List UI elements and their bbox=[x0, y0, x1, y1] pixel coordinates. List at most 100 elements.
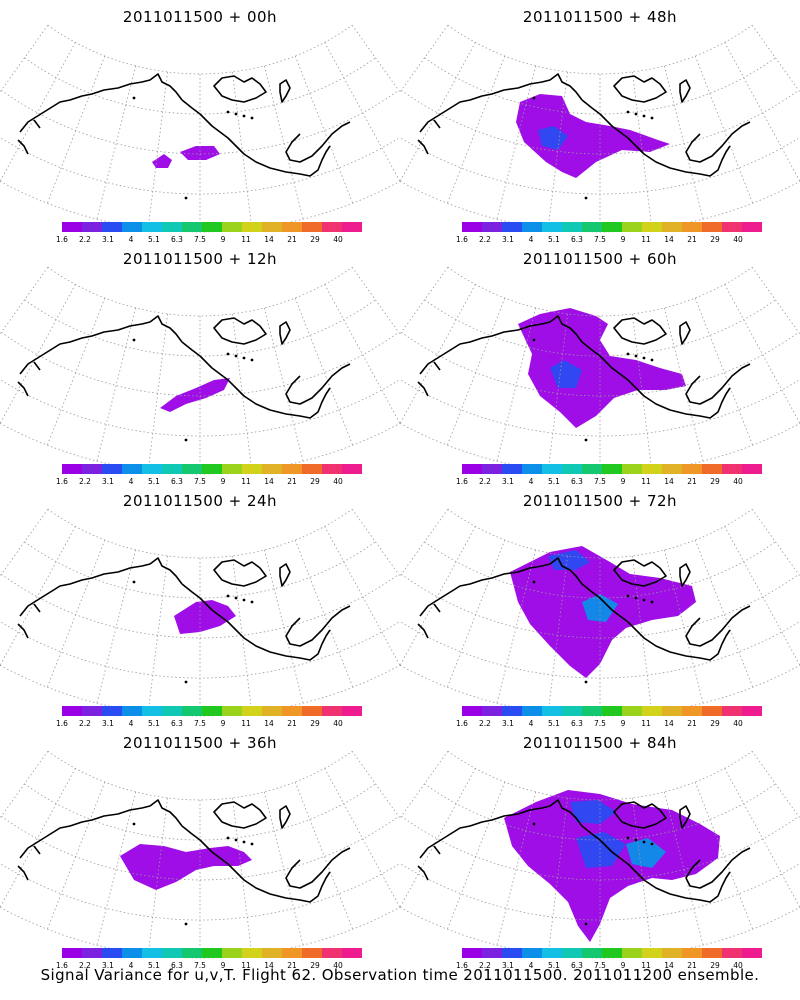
colorbar-swatch bbox=[142, 948, 162, 958]
colorbar bbox=[62, 948, 362, 958]
colorbar-tick-label: 11 bbox=[641, 235, 651, 244]
variance-contour-fill bbox=[516, 94, 670, 178]
island-dot bbox=[250, 842, 254, 846]
coastline-hudson-bay bbox=[285, 363, 351, 405]
coastline bbox=[417, 73, 751, 177]
colorbar-swatch bbox=[302, 706, 322, 716]
colorbar-swatch bbox=[622, 948, 642, 958]
colorbar-tick-label: 4 bbox=[528, 719, 534, 728]
island-dot bbox=[132, 338, 136, 342]
colorbar-tick-label: 40 bbox=[733, 235, 743, 244]
colorbar-swatch bbox=[162, 706, 182, 716]
colorbar bbox=[462, 464, 762, 474]
colorbar-swatch bbox=[242, 464, 262, 474]
island-dot bbox=[634, 354, 638, 358]
colorbar-tick-label: 3.1 bbox=[502, 235, 514, 244]
colorbar-tick-label: 11 bbox=[641, 719, 651, 728]
colorbar-swatch bbox=[102, 222, 122, 232]
colorbar-tick-label: 21 bbox=[687, 477, 697, 486]
colorbar-swatch bbox=[502, 222, 522, 232]
colorbar-swatch bbox=[662, 706, 682, 716]
colorbar-labels: 1.6 2.2 3.1 4 5.1 6.3 7.5 9 11 14 21 29 40 bbox=[56, 961, 362, 971]
coastline-arctic-islands bbox=[213, 559, 267, 587]
colorbar-swatch bbox=[282, 222, 302, 232]
colorbar bbox=[62, 464, 362, 474]
colorbar-swatch bbox=[582, 706, 602, 716]
colorbar-swatch bbox=[562, 948, 582, 958]
coastline-north-america bbox=[581, 99, 731, 177]
colorbar-swatch bbox=[202, 464, 222, 474]
colorbar-tick-label: 2.2 bbox=[79, 477, 91, 486]
colorbar-swatch bbox=[562, 222, 582, 232]
colorbar-tick-label: 21 bbox=[687, 719, 697, 728]
longitude-line bbox=[751, 266, 800, 335]
colorbar-swatch bbox=[182, 464, 202, 474]
map-panel-24h: 2011011500 + 24h 1.6 2.2 3.1 4 5.1 6.3 7.5 9 11 1… bbox=[0, 484, 400, 734]
colorbar-swatch bbox=[542, 948, 562, 958]
coastline-arctic-islands bbox=[213, 317, 267, 345]
colorbar-tick-label: 29 bbox=[310, 477, 320, 486]
colorbar-tick-label: 40 bbox=[333, 719, 343, 728]
map bbox=[0, 750, 400, 959]
coastline-arctic-islands bbox=[613, 75, 667, 103]
latitude-line bbox=[424, 57, 776, 115]
colorbar-tick-label: 29 bbox=[710, 235, 720, 244]
colorbar-swatch bbox=[282, 948, 302, 958]
island-dot bbox=[250, 358, 254, 362]
colorbar-tick-label: 7.5 bbox=[194, 235, 206, 244]
colorbar-tick-label: 40 bbox=[333, 477, 343, 486]
coastline-asia bbox=[19, 557, 183, 617]
colorbar-tick-label: 4 bbox=[528, 961, 534, 970]
longitude-line bbox=[400, 750, 449, 819]
figure-caption: Signal Variance for u,v,T. Flight 62. Ob… bbox=[40, 966, 760, 984]
colorbar-tick-label: 40 bbox=[733, 719, 743, 728]
variance-contour-fill bbox=[180, 146, 220, 160]
colorbar-tick-label: 21 bbox=[287, 961, 297, 970]
colorbar-swatch bbox=[162, 222, 182, 232]
coastline-hudson-bay bbox=[685, 847, 751, 889]
colorbar-tick-label: 14 bbox=[664, 235, 674, 244]
colorbar-tick-label: 6.3 bbox=[171, 235, 183, 244]
latitude-line bbox=[1, 815, 399, 881]
colorbar-tick-label: 6.3 bbox=[171, 719, 183, 728]
colorbar-swatch bbox=[602, 464, 622, 474]
colorbar-swatch bbox=[282, 464, 302, 474]
colorbar-tick-label: 4 bbox=[128, 477, 134, 486]
colorbar-swatch bbox=[582, 948, 602, 958]
colorbar-swatch bbox=[142, 464, 162, 474]
latitude-line bbox=[401, 89, 799, 155]
panel-title: 2011011500 + 00h bbox=[122, 8, 278, 26]
map-panel-00h: 2011011500 + 00h 1.6 2.2 3.1 4 5.1 6.3 7.5 9 11 1… bbox=[0, 0, 400, 250]
colorbar-swatch bbox=[202, 706, 222, 716]
colorbar bbox=[62, 222, 362, 232]
island-dot bbox=[226, 352, 230, 356]
variance-contour-fill bbox=[626, 838, 666, 868]
colorbar-tick-label: 9 bbox=[620, 235, 626, 244]
colorbar-tick-label: 1.6 bbox=[456, 235, 468, 244]
island-dot bbox=[184, 922, 188, 926]
latitude-line bbox=[24, 783, 376, 841]
colorbar-swatch bbox=[122, 706, 142, 716]
colorbar-tick-label: 11 bbox=[641, 477, 651, 486]
colorbar-swatch bbox=[262, 706, 282, 716]
colorbar-swatch bbox=[462, 706, 482, 716]
colorbar-tick-label: 3.1 bbox=[502, 961, 514, 970]
longitude-line bbox=[351, 24, 400, 93]
colorbar-tick-label: 3.1 bbox=[102, 961, 114, 970]
colorbar-swatch bbox=[502, 464, 522, 474]
colorbar-tick-label: 3.1 bbox=[102, 477, 114, 486]
colorbar-tick-label: 11 bbox=[241, 477, 251, 486]
colorbar-swatch bbox=[82, 706, 102, 716]
colorbar-swatch bbox=[262, 948, 282, 958]
island-dot bbox=[634, 112, 638, 116]
colorbar-tick-label: 1.6 bbox=[56, 961, 68, 970]
latitude-line bbox=[447, 24, 753, 75]
colorbar-tick-label: 3.1 bbox=[102, 719, 114, 728]
colorbar-tick-label: 3.1 bbox=[102, 235, 114, 244]
colorbar-tick-label: 29 bbox=[710, 477, 720, 486]
colorbar-swatch bbox=[522, 948, 542, 958]
longitude-line bbox=[351, 508, 400, 577]
colorbar-labels: 1.6 2.2 3.1 4 5.1 6.3 7.5 9 11 14 21 29 40 bbox=[456, 477, 762, 487]
colorbar-swatch bbox=[282, 706, 302, 716]
island-dot bbox=[642, 840, 646, 844]
